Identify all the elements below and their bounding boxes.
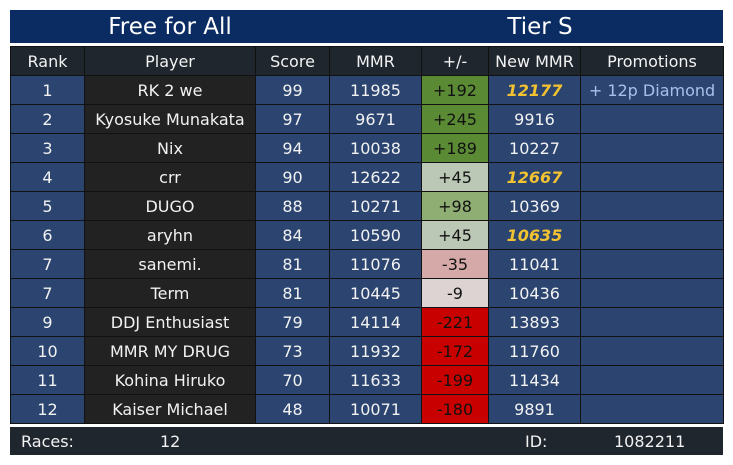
promotion [580, 336, 724, 366]
player: DDJ Enthusiast [84, 307, 256, 337]
mmr-change: +45 [421, 220, 489, 250]
rank: 7 [10, 278, 85, 308]
races-label: Races: [21, 431, 74, 451]
player: MMR MY DRUG [84, 336, 256, 366]
mmr: 9671 [329, 104, 422, 134]
new-mmr: 13893 [488, 307, 581, 337]
mmr-change: +192 [421, 75, 489, 105]
player: Kohina Hiruko [84, 365, 256, 395]
score: 70 [255, 365, 330, 395]
promotion [580, 104, 724, 134]
new-mmr: 12177 [488, 75, 581, 105]
new-mmr: 10227 [488, 133, 581, 163]
player: sanemi. [84, 249, 256, 279]
column-header: New MMR [488, 46, 581, 76]
promotion [580, 307, 724, 337]
player: RK 2 we [84, 75, 256, 105]
mmr: 11633 [329, 365, 422, 395]
promotion [580, 365, 724, 395]
rank: 12 [10, 394, 85, 424]
score: 79 [255, 307, 330, 337]
promotion [580, 394, 724, 424]
mmr: 11985 [329, 75, 422, 105]
score: 73 [255, 336, 330, 366]
promotion [580, 249, 724, 279]
score: 94 [255, 133, 330, 163]
score: 48 [255, 394, 330, 424]
promotion [580, 278, 724, 308]
rank: 11 [10, 365, 85, 395]
mmr: 10271 [329, 191, 422, 221]
player: DUGO [84, 191, 256, 221]
mmr-change: -199 [421, 365, 489, 395]
mmr: 14114 [329, 307, 422, 337]
title-left: Free for All [10, 10, 330, 43]
promotion: + 12p Diamond [580, 75, 724, 105]
player: Kaiser Michael [84, 394, 256, 424]
mmr-change: -35 [421, 249, 489, 279]
mmr: 10038 [329, 133, 422, 163]
score: 88 [255, 191, 330, 221]
new-mmr: 10635 [488, 220, 581, 250]
mmr-change: +98 [421, 191, 489, 221]
mmr: 11932 [329, 336, 422, 366]
rank: 7 [10, 249, 85, 279]
mmr: 10445 [329, 278, 422, 308]
title-right: Tier S [370, 10, 710, 43]
new-mmr: 11041 [488, 249, 581, 279]
column-header: Rank [10, 46, 85, 76]
new-mmr: 11760 [488, 336, 581, 366]
rank: 10 [10, 336, 85, 366]
mmr-change: +189 [421, 133, 489, 163]
score: 90 [255, 162, 330, 192]
column-header: Score [255, 46, 330, 76]
mmr-change: +245 [421, 104, 489, 134]
races-count: 12 [160, 431, 181, 451]
mmr-change: -9 [421, 278, 489, 308]
player: Term [84, 278, 256, 308]
rank: 1 [10, 75, 85, 105]
mmr-change: -221 [421, 307, 489, 337]
column-header: Player [84, 46, 256, 76]
mmr: 12622 [329, 162, 422, 192]
column-header: +/- [421, 46, 489, 76]
score: 81 [255, 249, 330, 279]
rank: 6 [10, 220, 85, 250]
mmr-change: +45 [421, 162, 489, 192]
rank: 2 [10, 104, 85, 134]
mmr: 11076 [329, 249, 422, 279]
new-mmr: 9916 [488, 104, 581, 134]
new-mmr: 10369 [488, 191, 581, 221]
promotion [580, 220, 724, 250]
score: 81 [255, 278, 330, 308]
score: 84 [255, 220, 330, 250]
column-header: MMR [329, 46, 422, 76]
player: crr [84, 162, 256, 192]
new-mmr: 9891 [488, 394, 581, 424]
mmr-change: -180 [421, 394, 489, 424]
rank: 3 [10, 133, 85, 163]
mmr-change: -172 [421, 336, 489, 366]
new-mmr: 10436 [488, 278, 581, 308]
score: 99 [255, 75, 330, 105]
event-id: 1082211 [614, 431, 686, 451]
rank: 4 [10, 162, 85, 192]
rank: 5 [10, 191, 85, 221]
mmr: 10590 [329, 220, 422, 250]
new-mmr: 11434 [488, 365, 581, 395]
promotion [580, 133, 724, 163]
mmr: 10071 [329, 394, 422, 424]
player: Kyosuke Munakata [84, 104, 256, 134]
promotion [580, 162, 724, 192]
id-label: ID: [525, 431, 548, 451]
player: aryhn [84, 220, 256, 250]
score: 97 [255, 104, 330, 134]
column-header: Promotions [580, 46, 724, 76]
rank: 9 [10, 307, 85, 337]
player: Nix [84, 133, 256, 163]
footer-bar [10, 427, 723, 455]
promotion [580, 191, 724, 221]
new-mmr: 12667 [488, 162, 581, 192]
